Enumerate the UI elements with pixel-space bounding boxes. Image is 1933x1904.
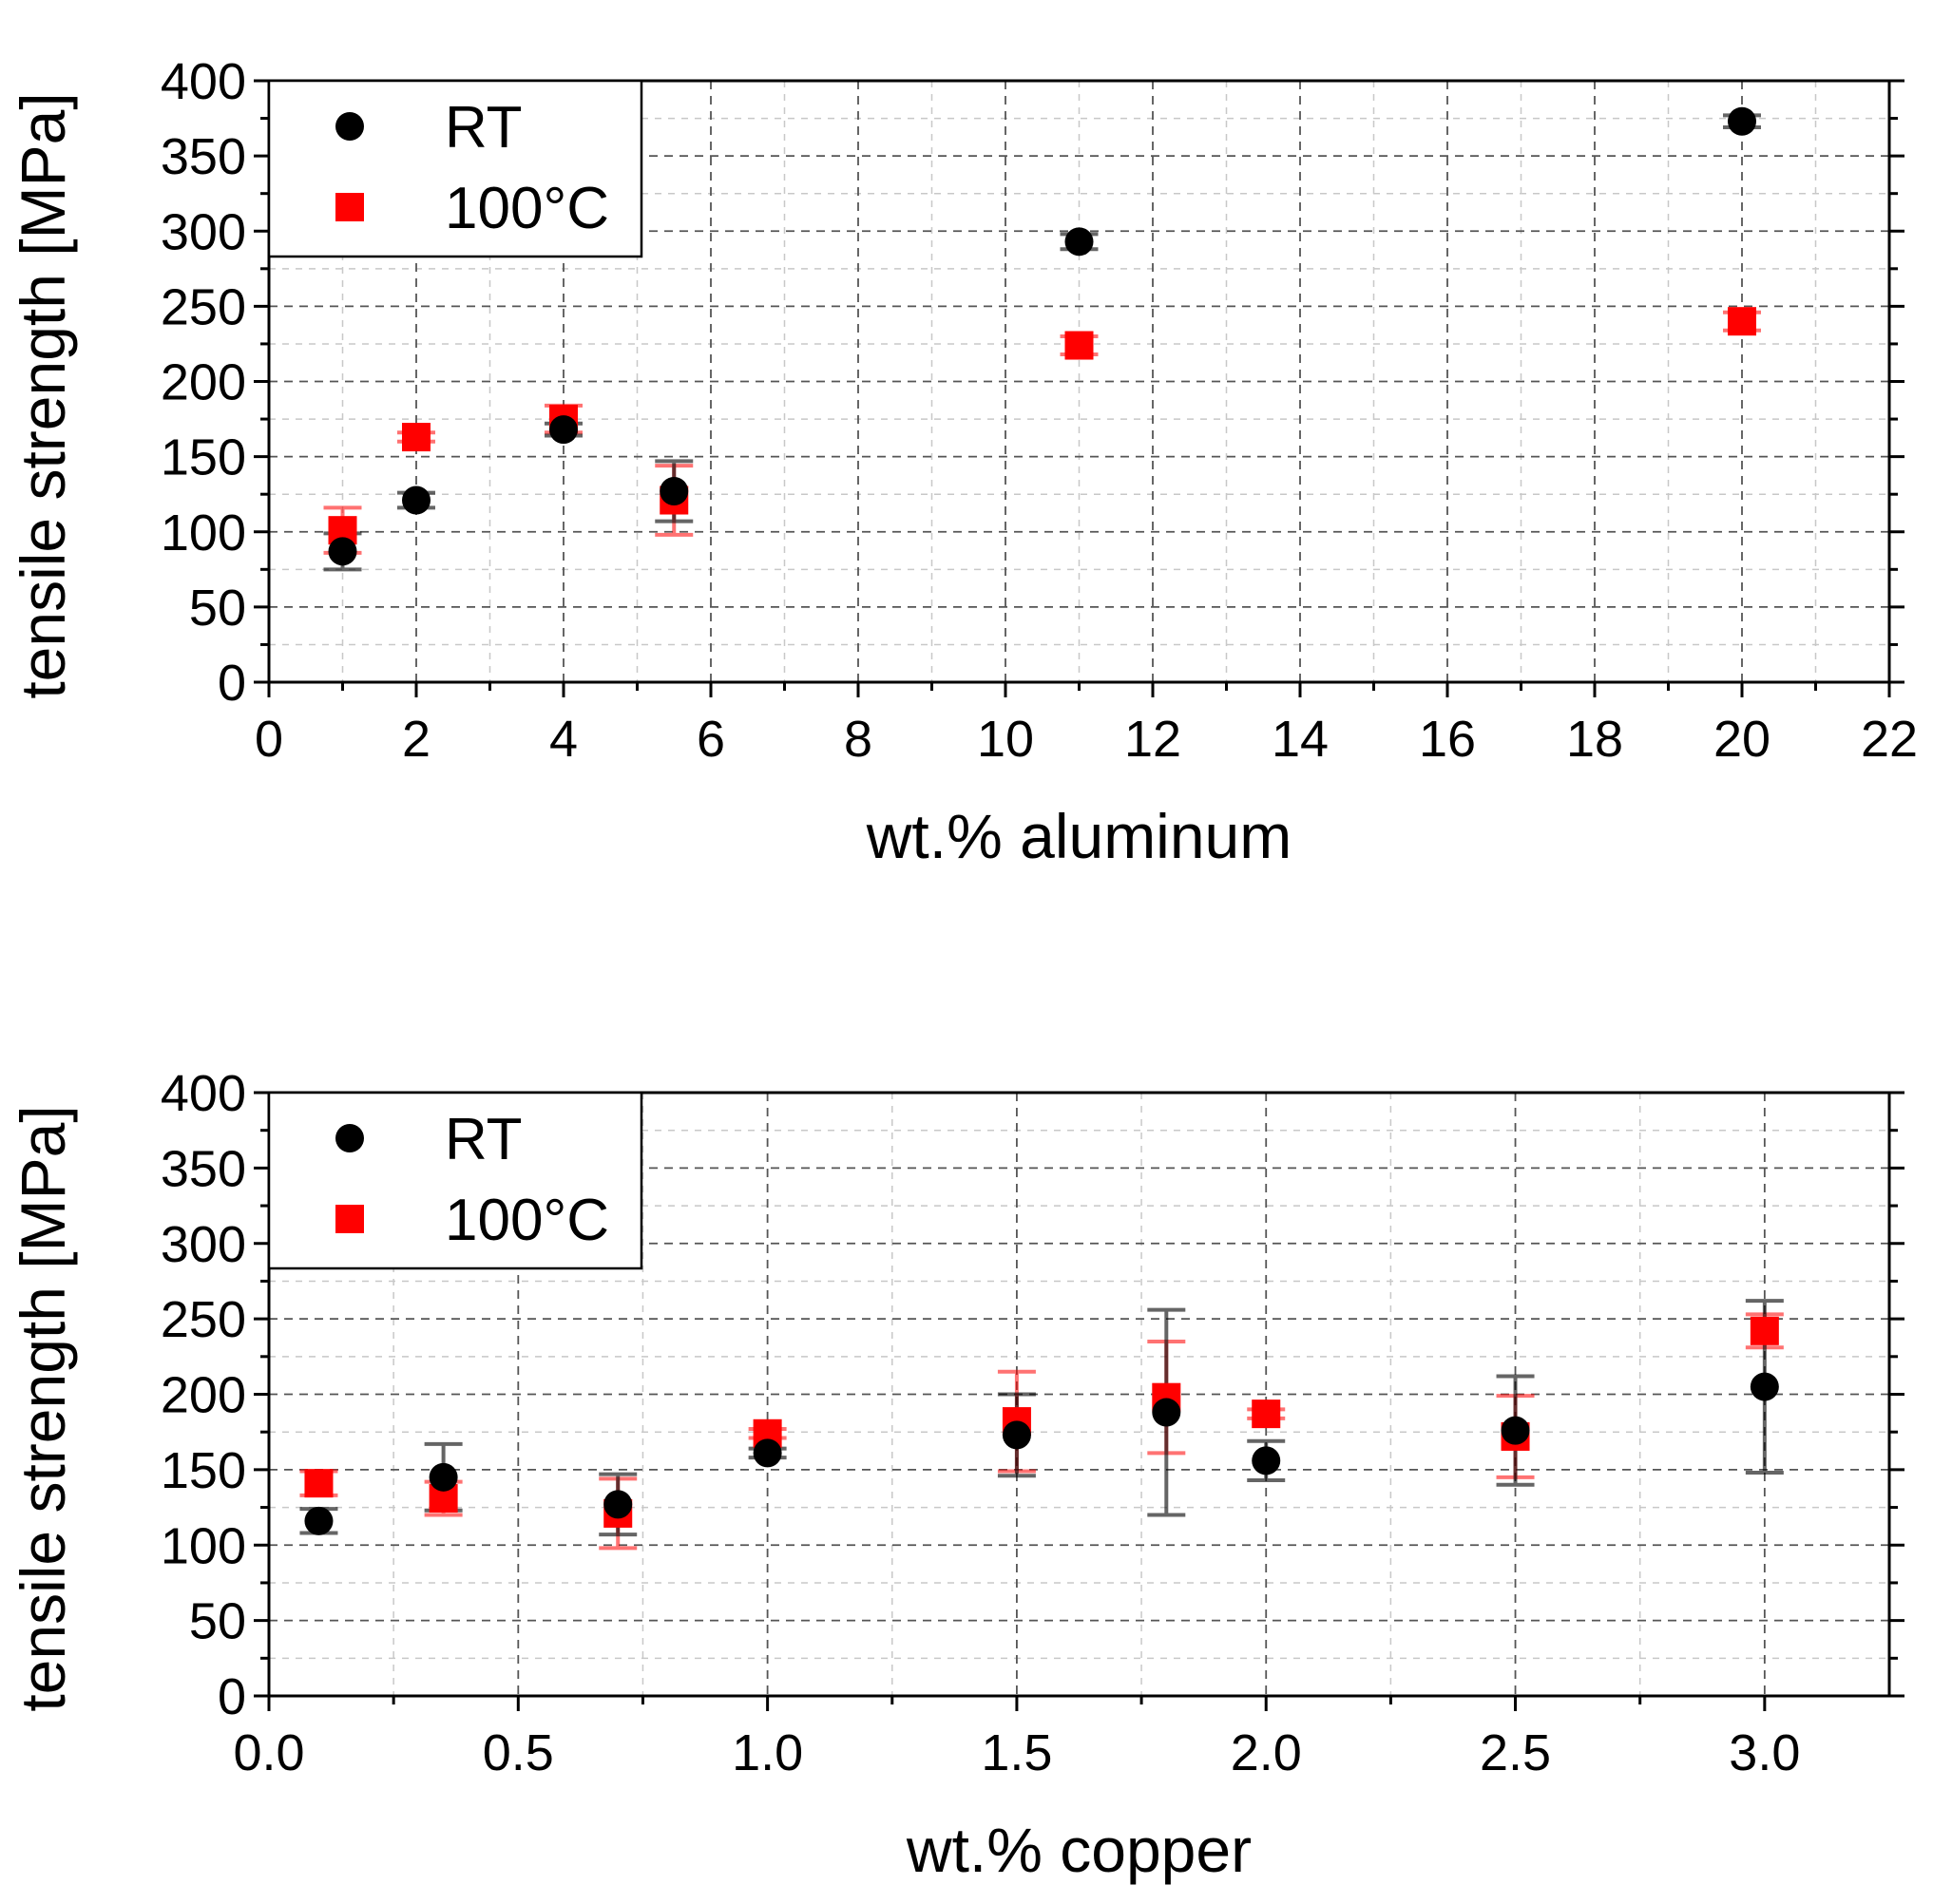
aluminum-x-tick-label: 10 xyxy=(977,711,1034,768)
aluminum-x-tick-label: 20 xyxy=(1713,711,1770,768)
aluminum-rt-point xyxy=(1728,106,1756,136)
copper-rt-point xyxy=(429,1462,458,1492)
chart-copper-marks xyxy=(304,1316,1779,1535)
copper-y-tick-label: 250 xyxy=(161,1291,246,1348)
aluminum-y-tick-label: 150 xyxy=(161,429,246,486)
aluminum-x-tick-label: 0 xyxy=(255,711,283,768)
copper-100c-point xyxy=(1750,1316,1779,1345)
copper-x-tick-label: 2.5 xyxy=(1480,1724,1551,1781)
chart-copper: 0.0 0.5 1.0 1.5 2.0 2.5 3.0 0 50 100 150 200 250 300 3… xyxy=(8,1065,1904,1885)
copper-x-tick-label: 3.0 xyxy=(1729,1724,1800,1781)
copper-rt-point xyxy=(304,1506,334,1535)
aluminum-100c-point xyxy=(1064,331,1094,360)
copper-x-tick-label: 2.0 xyxy=(1231,1724,1302,1781)
chart-aluminum-y-axis-title: tensile strength [MPa] xyxy=(8,92,78,698)
copper-legend-rt-label: RT xyxy=(445,1107,523,1172)
copper-legend-rt-marker xyxy=(335,1124,364,1152)
copper-100c-point xyxy=(1252,1399,1281,1429)
aluminum-rt-point xyxy=(1064,227,1094,257)
copper-y-tick-label: 150 xyxy=(161,1442,246,1499)
copper-100c-point xyxy=(304,1469,334,1498)
aluminum-rt-point xyxy=(402,486,431,515)
aluminum-100c-point xyxy=(402,423,431,452)
copper-x-tick-label: 0.5 xyxy=(483,1724,554,1781)
aluminum-legend-100c-label: 100°C xyxy=(445,176,609,241)
chart-copper-ticks: 0.0 0.5 1.0 1.5 2.0 2.5 3.0 0 50 100 150 200 250 300 3… xyxy=(161,1065,1904,1781)
aluminum-y-tick-label: 100 xyxy=(161,505,246,562)
chart-aluminum: 0 2 4 6 8 10 12 14 16 18 20 22 0 50 100 150 200 250 300 350… xyxy=(8,53,1918,871)
aluminum-y-tick-label: 200 xyxy=(161,354,246,411)
aluminum-x-tick-label: 22 xyxy=(1861,711,1918,768)
aluminum-legend-rt-label: RT xyxy=(445,95,523,161)
chart-copper-errorbars xyxy=(299,1299,1784,1551)
copper-legend-box xyxy=(267,1091,643,1270)
copper-y-tick-label: 200 xyxy=(161,1367,246,1424)
aluminum-100c-point xyxy=(1728,307,1756,336)
chart-copper-legend: RT 100°C xyxy=(267,1091,643,1270)
aluminum-legend-box xyxy=(267,79,643,258)
copper-x-tick-label: 1.0 xyxy=(732,1724,803,1781)
aluminum-x-tick-label: 12 xyxy=(1124,711,1181,768)
aluminum-y-tick-label: 250 xyxy=(161,278,246,335)
aluminum-legend-rt-marker xyxy=(335,112,364,141)
aluminum-y-tick-label: 350 xyxy=(161,128,246,185)
aluminum-rt-point xyxy=(328,537,357,566)
chart-copper-grid xyxy=(269,1093,1890,1696)
copper-y-tick-label: 0 xyxy=(218,1668,246,1725)
aluminum-x-tick-label: 18 xyxy=(1566,711,1623,768)
copper-y-tick-label: 300 xyxy=(161,1216,246,1273)
copper-x-tick-label: 0.0 xyxy=(233,1724,304,1781)
aluminum-x-tick-label: 16 xyxy=(1419,711,1476,768)
copper-y-tick-label: 400 xyxy=(161,1065,246,1122)
copper-rt-point xyxy=(1750,1372,1779,1401)
copper-x-tick-label: 1.5 xyxy=(981,1724,1052,1781)
aluminum-y-tick-label: 400 xyxy=(161,53,246,110)
copper-rt-point xyxy=(1002,1420,1031,1450)
chart-aluminum-grid xyxy=(269,81,1889,682)
chart-copper-x-axis-title: wt.% copper xyxy=(906,1815,1252,1885)
copper-rt-point xyxy=(1252,1446,1281,1476)
copper-y-tick-label: 350 xyxy=(161,1140,246,1197)
chart-copper-y-axis-title: tensile strength [MPa] xyxy=(8,1105,78,1711)
copper-legend-100c-label: 100°C xyxy=(445,1188,609,1253)
chart-aluminum-ticks: 0 2 4 6 8 10 12 14 16 18 20 22 0 50 100 150 200 250 300 350… xyxy=(161,53,1918,768)
aluminum-x-tick-label: 2 xyxy=(402,711,431,768)
aluminum-y-tick-label: 50 xyxy=(189,580,246,637)
chart-aluminum-x-axis-title: wt.% aluminum xyxy=(866,801,1292,871)
chart-aluminum-marks xyxy=(328,106,1756,566)
aluminum-x-tick-label: 8 xyxy=(844,711,872,768)
aluminum-x-tick-label: 14 xyxy=(1272,711,1329,768)
copper-rt-point xyxy=(603,1490,633,1519)
copper-rt-point xyxy=(1501,1416,1530,1445)
copper-legend-100c-marker xyxy=(335,1205,364,1233)
copper-y-tick-label: 100 xyxy=(161,1517,246,1574)
copper-y-tick-label: 50 xyxy=(189,1593,246,1650)
aluminum-legend-100c-marker xyxy=(335,193,364,221)
aluminum-x-tick-label: 4 xyxy=(549,711,578,768)
copper-rt-point xyxy=(1152,1398,1181,1427)
aluminum-x-tick-label: 6 xyxy=(697,711,725,768)
aluminum-y-tick-label: 300 xyxy=(161,203,246,260)
aluminum-rt-point xyxy=(660,477,689,506)
aluminum-y-tick-label: 0 xyxy=(218,655,246,712)
chart-aluminum-legend: RT 100°C xyxy=(267,79,643,258)
copper-rt-point xyxy=(753,1438,782,1468)
aluminum-rt-point xyxy=(549,415,578,445)
